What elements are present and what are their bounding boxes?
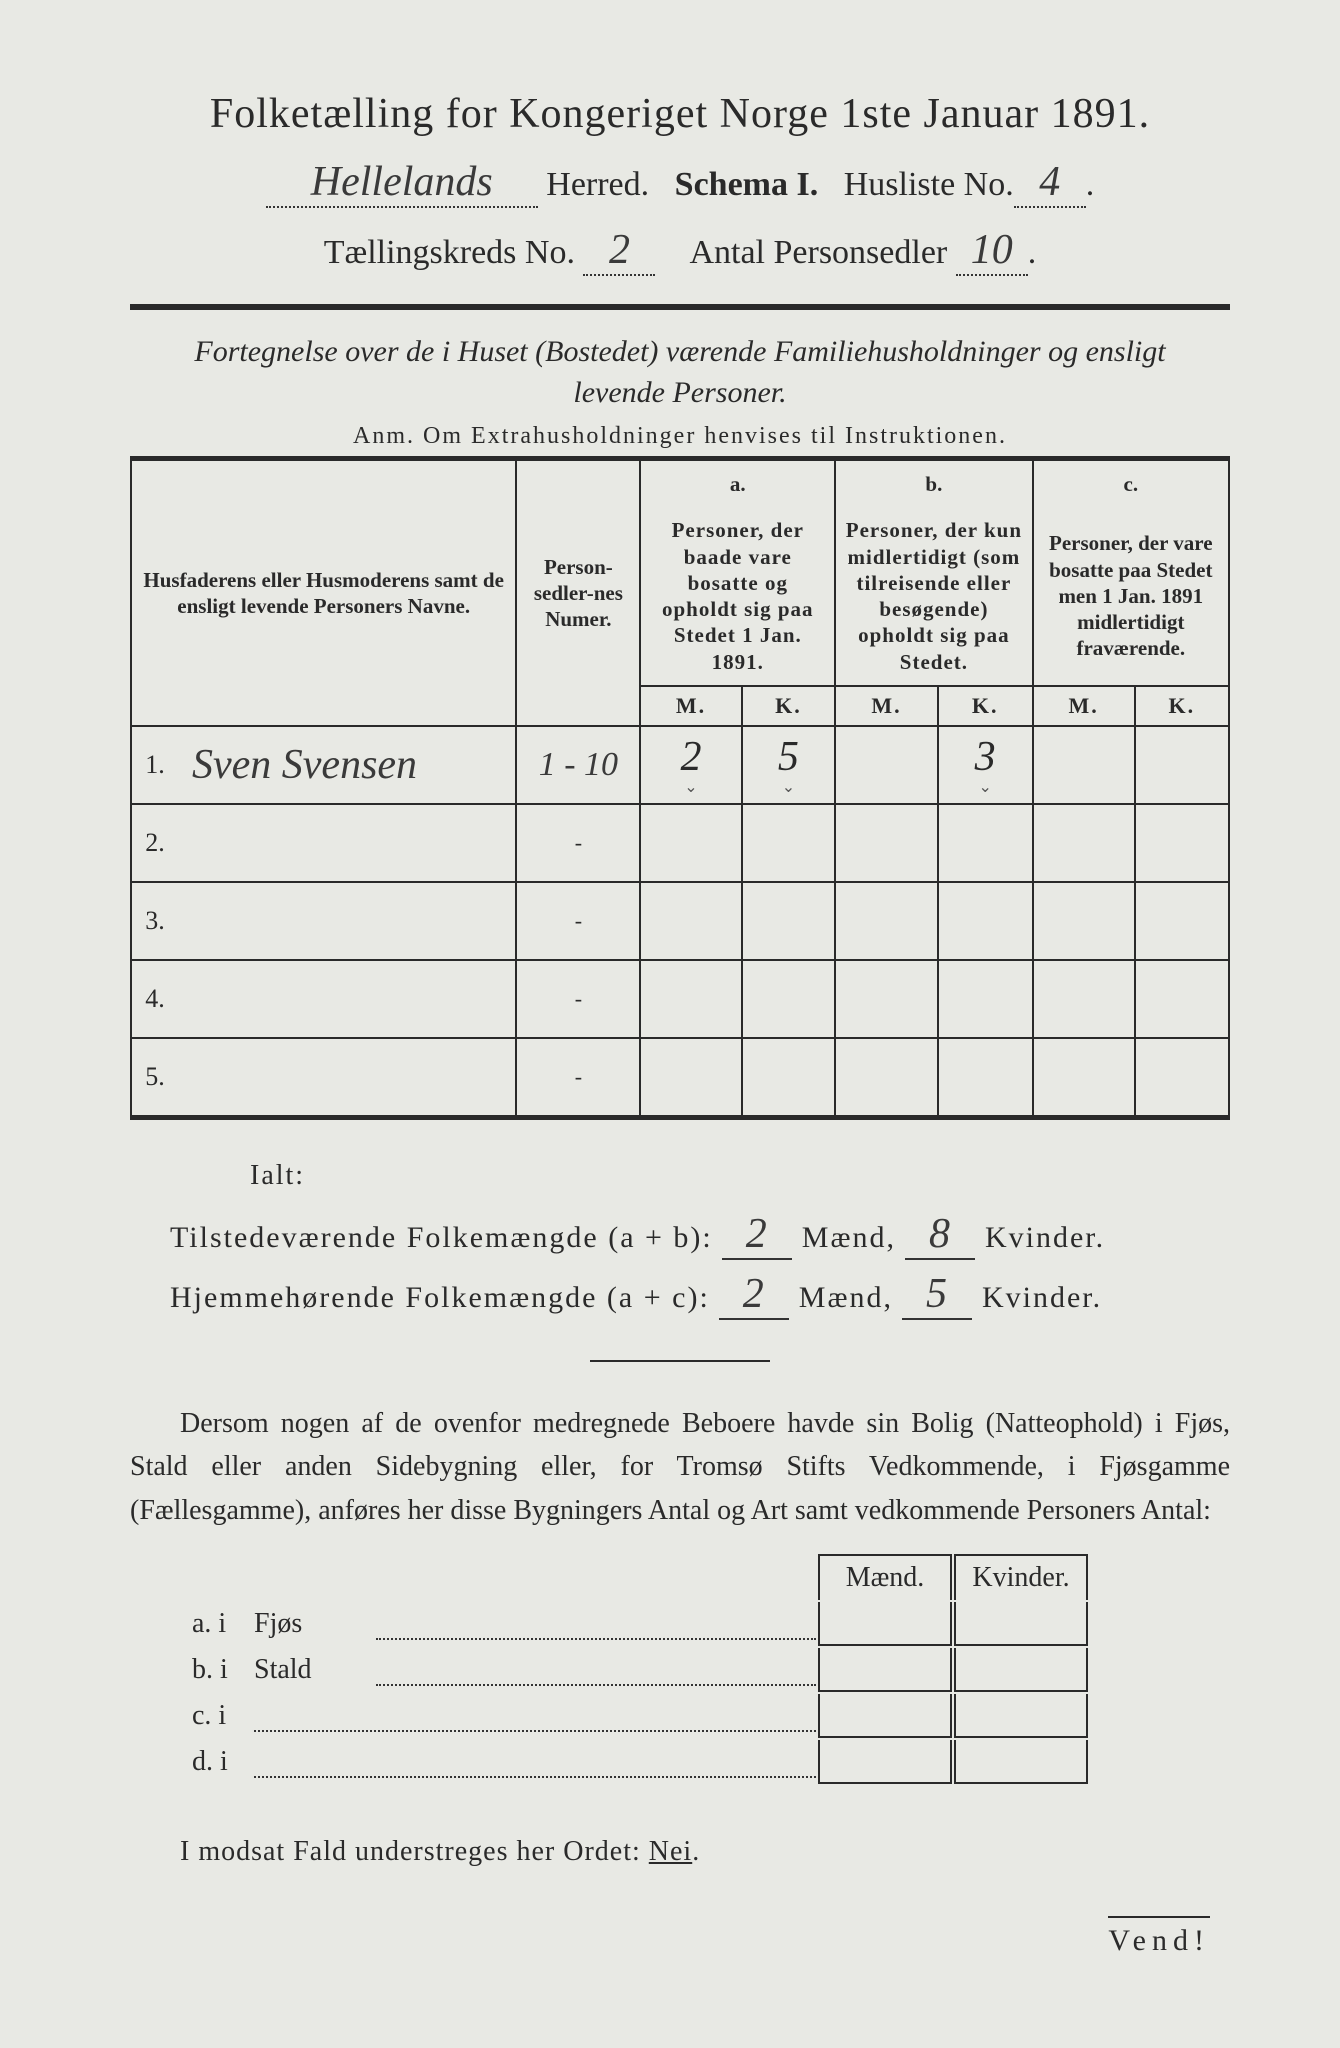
c-K: K. (1135, 686, 1229, 726)
rule-1 (130, 304, 1230, 310)
col-name-header: Husfaderens eller Husmoderens samt de en… (131, 459, 516, 726)
fortegnelse-heading: Fortegnelse over de i Huset (Bostedet) v… (130, 332, 1230, 413)
header-line-3: Tællingskreds No. 2 Antal Personsedler 1… (130, 226, 1230, 276)
col-c-label: c. (1033, 459, 1229, 508)
b-M: M. (835, 686, 938, 726)
sub-row: c. i (192, 1694, 1088, 1738)
sub-row-label: a. i (192, 1602, 252, 1646)
cell-aM: 2 (680, 734, 701, 780)
sum1-K: 8 (905, 1210, 975, 1260)
row-num: 5. (131, 1038, 178, 1118)
sub-maend: Mænd. (818, 1554, 952, 1600)
col-b-text: Personer, der kun midlertidigt (som tilr… (835, 507, 1032, 686)
col-c-text: Personer, der vare bosatte paa Stedet me… (1033, 507, 1229, 686)
census-form-page: Folketælling for Kongeriget Norge 1ste J… (0, 0, 1340, 2048)
cell-bK: 3 (975, 734, 996, 780)
schema-label: Schema I. (675, 166, 819, 203)
sub-row-label: d. i (192, 1740, 252, 1784)
a-K: K. (742, 686, 836, 726)
sum2-M: 2 (719, 1270, 789, 1320)
row-name (178, 1038, 516, 1118)
row-name (178, 804, 516, 882)
sub-kvinder: Kvinder. (954, 1554, 1088, 1600)
table-row: 5. - (131, 1038, 1229, 1118)
page-title: Folketælling for Kongeriget Norge 1ste J… (130, 90, 1230, 138)
row-numer: 1 - 10 (539, 746, 618, 784)
row-name (178, 960, 516, 1038)
sub-row-type: Stald (254, 1648, 374, 1692)
sub-table: Mænd. Kvinder. a. i Fjøs b. i Stald c. i… (190, 1552, 1090, 1786)
sub-row: d. i (192, 1740, 1088, 1784)
row-numer: - (516, 960, 640, 1038)
col-a-label: a. (640, 459, 835, 508)
sub-row-label: b. i (192, 1648, 252, 1692)
maend-label2: Mænd, (799, 1281, 893, 1314)
sub-row: b. i Stald (192, 1648, 1088, 1692)
sub-row-type: Fjøs (254, 1602, 374, 1646)
vend-label: Vend! (1108, 1916, 1210, 1958)
col-a-text: Personer, der baade vare bosatte og opho… (640, 507, 835, 686)
herred-handwritten: Hellelands (266, 158, 538, 208)
herred-label: Herred. (538, 166, 649, 203)
antal-label: Antal Personsedler (689, 234, 947, 271)
header-line-2: Hellelands Herred. Schema I. Husliste No… (130, 158, 1230, 208)
row-num: 2. (131, 804, 178, 882)
main-table: Husfaderens eller Husmoderens samt de en… (130, 456, 1230, 1120)
row-name (178, 882, 516, 960)
dersom-paragraph: Dersom nogen af de ovenfor medregnede Be… (130, 1402, 1230, 1532)
sub-row: a. i Fjøs (192, 1602, 1088, 1646)
sum1-label: Tilstedeværende Folkemængde (a + b): (170, 1221, 713, 1254)
anm-note: Anm. Om Extrahusholdninger henvises til … (130, 423, 1230, 450)
col-b-label: b. (835, 459, 1032, 508)
table-row: 2. - (131, 804, 1229, 882)
kreds-no: 2 (583, 226, 655, 276)
husliste-label: Husliste No. (844, 166, 1014, 203)
col-numer-header: Person-sedler-nes Numer. (516, 459, 640, 726)
row-numer: - (516, 882, 640, 960)
kvinder-label: Kvinder. (985, 1221, 1105, 1254)
sum-line-2: Hjemmehørende Folkemængde (a + c): 2 Mæn… (170, 1270, 1230, 1320)
kvinder-label2: Kvinder. (982, 1281, 1102, 1314)
antal-no: 10 (956, 226, 1028, 276)
sum2-K: 5 (902, 1270, 972, 1320)
row-numer: - (516, 804, 640, 882)
row-name: Sven Svensen (192, 741, 417, 789)
ialt-label: Ialt: (250, 1160, 1230, 1192)
short-rule (590, 1360, 770, 1362)
sum2-label: Hjemmehørende Folkemængde (a + c): (170, 1281, 710, 1314)
sub-row-label: c. i (192, 1694, 252, 1738)
table-row: 1. Sven Svensen 1 - 10 2⌄ 5⌄ 3⌄ (131, 726, 1229, 804)
a-M: M. (640, 686, 741, 726)
nei-line: I modsat Fald understreges her Ordet: Ne… (130, 1836, 1230, 1868)
sum-line-1: Tilstedeværende Folkemængde (a + b): 2 M… (170, 1210, 1230, 1260)
table-row: 4. - (131, 960, 1229, 1038)
kreds-label: Tællingskreds No. (324, 234, 575, 271)
c-M: M. (1033, 686, 1135, 726)
b-K: K. (938, 686, 1033, 726)
row-num: 3. (131, 882, 178, 960)
sum1-M: 2 (722, 1210, 792, 1260)
row-num: 4. (131, 960, 178, 1038)
maend-label: Mænd, (802, 1221, 896, 1254)
fortegnelse-l1: Fortegnelse over de i Huset (Bostedet) v… (194, 335, 1165, 368)
fortegnelse-l2: levende Personer. (573, 376, 786, 409)
table-row: 3. - (131, 882, 1229, 960)
husliste-no: 4 (1014, 158, 1086, 208)
row-num: 1. (131, 726, 178, 804)
row-numer: - (516, 1038, 640, 1118)
cell-aK: 5 (778, 734, 799, 780)
